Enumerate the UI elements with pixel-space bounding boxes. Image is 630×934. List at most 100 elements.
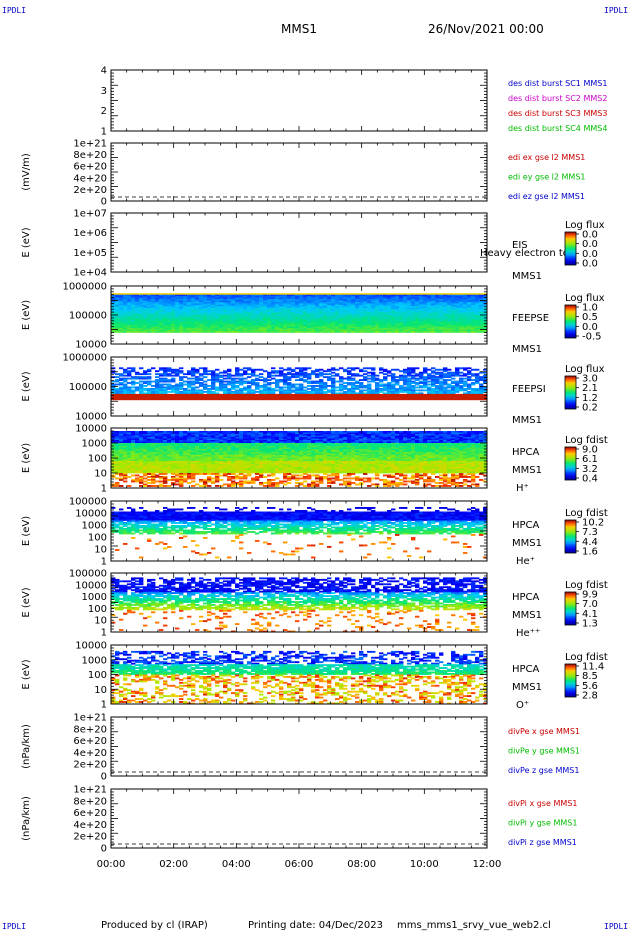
feepsi-cell	[211, 392, 216, 395]
feepse-cell	[447, 320, 452, 323]
feepse-cell	[131, 328, 136, 330]
feepse-cell	[295, 294, 300, 297]
feepse-cell	[375, 317, 380, 320]
feepsi-cell	[143, 392, 148, 395]
feepse-cell	[375, 307, 380, 310]
feepse-cell	[435, 296, 440, 298]
feepse-cell	[223, 296, 228, 298]
feepse-cell	[395, 329, 400, 332]
feepsi-cell	[119, 389, 124, 392]
feepsi-cell	[411, 377, 416, 380]
feepsi-cell	[131, 398, 136, 401]
feepsi-cell	[427, 377, 432, 380]
feepse-cell	[483, 325, 488, 327]
feepse-cell	[451, 306, 456, 309]
feepsi-cell	[295, 371, 300, 374]
feepse-cell	[435, 312, 440, 314]
feepsi-cell	[291, 393, 296, 396]
feepsi-cell	[171, 396, 176, 399]
feepse-cell	[387, 322, 392, 325]
feepse-cell	[139, 299, 144, 301]
feepsi-cell	[179, 367, 184, 370]
feepsi-cell	[407, 383, 412, 386]
feepse-cell	[383, 293, 388, 296]
feepse-cell	[359, 303, 364, 306]
feepse-cell	[215, 301, 220, 304]
feepse-cell	[387, 329, 392, 332]
feepse-cell	[451, 320, 456, 323]
feepsi-cell	[139, 393, 144, 396]
feepse-cell	[419, 300, 424, 303]
feepse-cell	[415, 297, 420, 300]
feepse-cell	[447, 326, 452, 329]
feepse-cell	[203, 301, 208, 304]
feepse-cell	[183, 301, 188, 304]
feepsi-cell	[163, 379, 168, 382]
feepse-cell	[151, 294, 156, 297]
feepsi-cell	[259, 379, 264, 382]
feepse-cell	[267, 309, 272, 312]
feepse-cell	[227, 294, 232, 297]
feepsi-cell	[259, 392, 264, 395]
feepse-cell	[271, 323, 276, 326]
feepse-cell	[239, 300, 244, 303]
feepse-cell	[279, 293, 284, 296]
feepse-cell	[443, 307, 448, 310]
feepse-cell	[191, 322, 196, 325]
feepse-cell	[147, 307, 152, 310]
feepse-cell	[335, 323, 340, 326]
feepsi-cell	[151, 392, 156, 395]
feepsi-cell	[235, 390, 240, 393]
feepse-cell	[303, 299, 308, 301]
feepse-cell	[167, 317, 172, 320]
feepse-cell	[235, 303, 240, 306]
feepse-cell	[295, 320, 300, 323]
feepsi-cell	[171, 377, 176, 380]
feepse-cell	[367, 316, 372, 319]
feepse-cell	[483, 306, 488, 309]
feepse-cell	[271, 312, 276, 314]
feepse-cell	[163, 296, 168, 298]
feepsi-cell	[415, 393, 420, 396]
feepse-cell	[299, 303, 304, 306]
feepse-cell	[195, 315, 200, 317]
feepsi-cell	[387, 382, 392, 384]
feepsi-cell	[147, 392, 152, 395]
feepsi-cell	[379, 395, 384, 398]
feepse-cell	[247, 322, 252, 325]
feepse-cell	[363, 329, 368, 332]
feepse-cell	[467, 323, 472, 326]
feepse-cell	[403, 315, 408, 317]
feepse-cell	[279, 319, 284, 322]
feepse-cell	[155, 307, 160, 310]
feepsi-cell	[119, 373, 124, 376]
feepsi-cell	[179, 370, 184, 373]
feepse-cell	[123, 330, 128, 333]
feepse-cell	[415, 317, 420, 320]
feepse-cell	[159, 316, 164, 319]
feepsi-cell	[255, 390, 260, 393]
feepse-cell	[411, 299, 416, 301]
feepsi-cell	[423, 379, 428, 382]
feepse-cell	[207, 309, 212, 312]
feepsi-cell	[371, 373, 376, 376]
feepsi-cell	[159, 392, 164, 395]
feepse-cell	[447, 323, 452, 326]
feepse-cell	[175, 307, 180, 310]
feepse-cell	[231, 312, 236, 314]
feepse-cell	[263, 330, 268, 333]
feepse-cell	[307, 301, 312, 304]
feepsi-cell	[211, 385, 216, 387]
feepse-cell	[299, 300, 304, 303]
feepse-cell	[343, 316, 348, 319]
feepse-cell	[179, 323, 184, 326]
feepse-cell	[247, 326, 252, 329]
feepse-cell	[295, 325, 300, 327]
feepsi-cell	[235, 396, 240, 399]
feepsi-cell	[383, 377, 388, 380]
feepse-cell	[243, 306, 248, 309]
feepsi-cell	[387, 393, 392, 396]
feepse-cell	[211, 313, 216, 316]
feepsi-cell	[123, 393, 128, 396]
feepse-cell	[271, 315, 276, 317]
